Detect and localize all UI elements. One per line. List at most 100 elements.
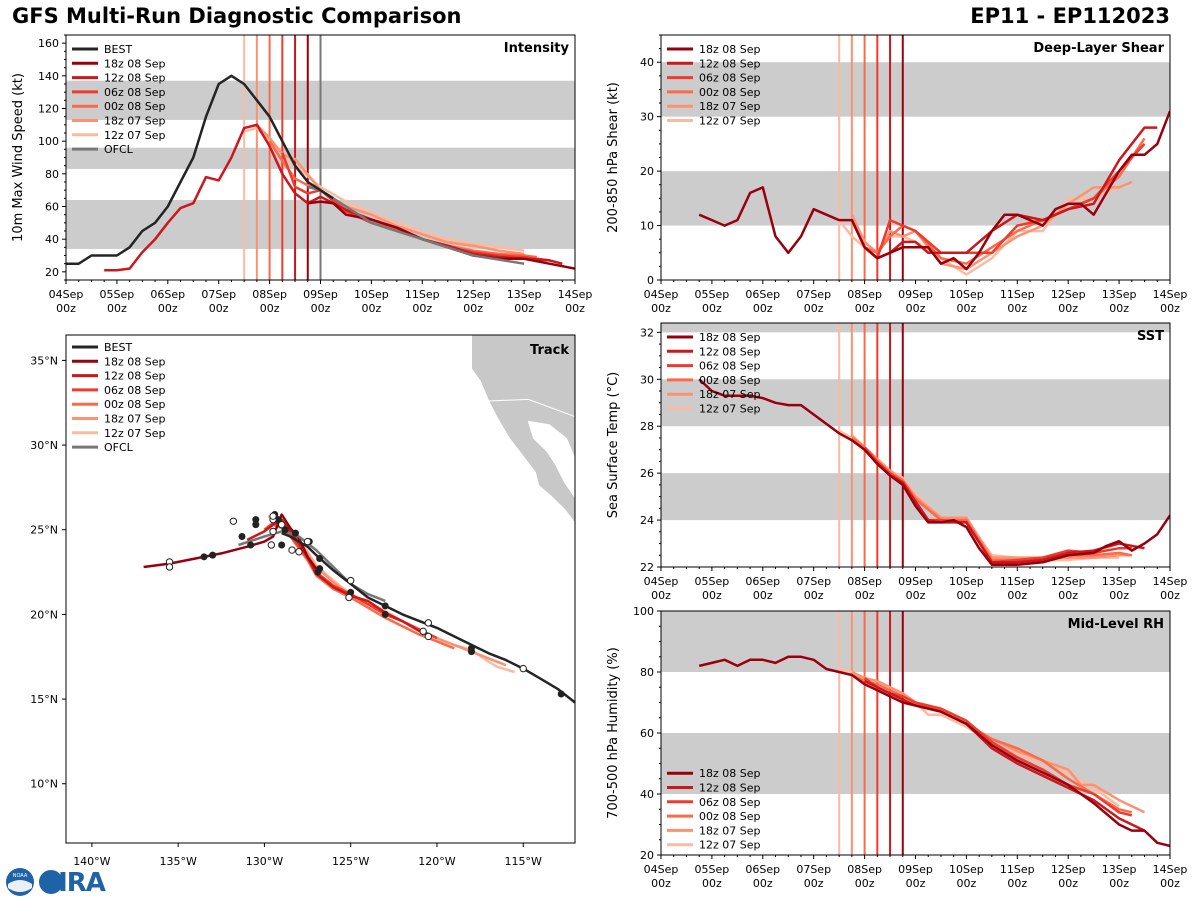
x-tick-label: 00z — [804, 877, 824, 890]
shaded-band — [661, 323, 1170, 333]
x-tick-label: 08Sep — [847, 288, 882, 301]
y-tick-label: 40 — [45, 233, 59, 246]
x-tick-label: 00z — [107, 302, 127, 315]
x-tick-label: 00z — [957, 877, 977, 890]
x-tick-label: 12Sep — [1051, 288, 1086, 301]
x-tick-label: 04Sep — [644, 575, 679, 588]
x-tick-label: 130°W — [246, 855, 283, 868]
legend-entry: 12z 08 Sep — [699, 345, 761, 358]
track-marker-open — [229, 517, 238, 525]
legend-entry: 06z 08 Sep — [104, 86, 166, 99]
border-line — [488, 398, 575, 418]
track-marker-open — [303, 537, 312, 546]
y-axis-label: Sea Surface Temp (°C) — [606, 372, 621, 519]
x-tick-label: 00z — [855, 877, 875, 890]
y-tick-label: 15°N — [30, 693, 58, 706]
track-marker-closed — [238, 533, 246, 541]
series-line-18z-08-sep — [698, 110, 1170, 271]
x-tick-label: 10Sep — [949, 575, 984, 588]
y-tick-label: 100 — [38, 135, 59, 148]
y-tick-label: 22 — [640, 561, 654, 574]
land-mass — [471, 335, 575, 525]
track-marker-closed — [381, 610, 389, 618]
x-tick-label: 00z — [260, 302, 280, 315]
x-tick-label: 125°W — [332, 855, 369, 868]
legend-entry: 18z 08 Sep — [699, 43, 761, 56]
legend-entry: 00z 08 Sep — [699, 86, 761, 99]
x-tick-label: 00z — [1160, 877, 1180, 890]
x-tick-label: 00z — [1007, 302, 1027, 315]
panel-title: Mid-Level RH — [1068, 617, 1164, 632]
x-tick-label: 04Sep — [49, 288, 84, 301]
track-marker-closed — [278, 541, 286, 549]
x-tick-label: 00z — [56, 302, 76, 315]
cira-logo-text: CIRA — [40, 868, 106, 898]
legend-entry: 18z 08 Sep — [104, 57, 166, 70]
legend-entry: 12z 08 Sep — [104, 72, 166, 85]
x-tick-label: 05Sep — [695, 575, 730, 588]
series-line-18z-08-sep — [698, 378, 1170, 566]
legend-entry: 06z 08 Sep — [699, 360, 761, 373]
y-tick-label: 20 — [45, 266, 59, 279]
track-marker-open — [165, 563, 174, 571]
x-tick-label: 00z — [1109, 877, 1129, 890]
y-tick-label: 60 — [45, 201, 59, 214]
x-tick-label: 06Sep — [150, 288, 185, 301]
x-tick-label: 00z — [1007, 589, 1027, 602]
x-tick-label: 07Sep — [201, 288, 236, 301]
axes-frame — [65, 334, 576, 844]
x-tick-label: 11Sep — [1000, 863, 1035, 876]
legend-entry: 06z 08 Sep — [699, 796, 761, 809]
x-tick-label: 08Sep — [847, 575, 882, 588]
track-marker-closed — [200, 553, 208, 561]
legend-entry: 12z 07 Sep — [699, 839, 761, 852]
x-tick-label: 00z — [1058, 589, 1078, 602]
x-tick-label: 00z — [804, 589, 824, 602]
track-marker-open — [267, 541, 276, 549]
x-tick-label: 11Sep — [405, 288, 440, 301]
y-axis-label: 10m Max Wind Speed (kt) — [11, 73, 26, 242]
x-tick-label: 13Sep — [1102, 288, 1137, 301]
series-line-18z-07-sep — [851, 434, 1132, 559]
y-tick-label: 25°N — [30, 524, 58, 537]
y-tick-label: 30°N — [30, 439, 58, 452]
y-axis-label: 200-850 hPa Shear (kt) — [606, 82, 621, 233]
x-tick-label: 07Sep — [796, 575, 831, 588]
x-tick-label: 00z — [651, 589, 671, 602]
y-tick-label: 160 — [38, 37, 59, 50]
x-tick-label: 05Sep — [695, 288, 730, 301]
x-tick-label: 00z — [906, 877, 926, 890]
x-tick-label: 00z — [753, 589, 773, 602]
series-line-12z-08-sep — [104, 123, 563, 272]
noaa-seal-text: NOAA — [13, 873, 28, 879]
x-tick-label: 09Sep — [898, 863, 933, 876]
track-marker-closed — [316, 555, 324, 563]
legend-entry: 06z 08 Sep — [699, 72, 761, 85]
legend-entry: 18z 07 Sep — [699, 388, 761, 401]
y-tick-label: 80 — [640, 666, 654, 679]
cira-logo: NOAA CIRA — [4, 866, 116, 902]
x-tick-label: 00z — [565, 302, 585, 315]
track-marker-closed — [557, 690, 565, 698]
y-tick-label: 100 — [633, 605, 654, 618]
track-marker-open — [295, 548, 303, 556]
panel-rh: 2040608010004Sep00z05Sep00z06Sep00z07Sep… — [606, 605, 1187, 890]
track-marker-closed — [314, 568, 322, 576]
x-tick-label: 04Sep — [644, 288, 679, 301]
y-tick-label: 28 — [640, 420, 654, 433]
y-tick-label: 60 — [640, 727, 654, 740]
track-marker-open — [345, 593, 353, 602]
track-marker-open — [424, 632, 433, 641]
track-marker-closed — [291, 529, 299, 537]
x-tick-label: 14Sep — [1153, 288, 1188, 301]
track-marker-open — [419, 627, 427, 636]
panel-title: Track — [530, 343, 569, 358]
x-tick-label: 00z — [412, 302, 432, 315]
x-tick-label: 08Sep — [847, 863, 882, 876]
x-tick-label: 00z — [1007, 877, 1027, 890]
x-tick-label: 09Sep — [898, 288, 933, 301]
y-tick-label: 10 — [640, 220, 654, 233]
legend-entry: 00z 08 Sep — [699, 374, 761, 387]
panel-shear: 01020304004Sep00z05Sep00z06Sep00z07Sep00… — [606, 34, 1188, 315]
x-tick-label: 12Sep — [1051, 863, 1086, 876]
